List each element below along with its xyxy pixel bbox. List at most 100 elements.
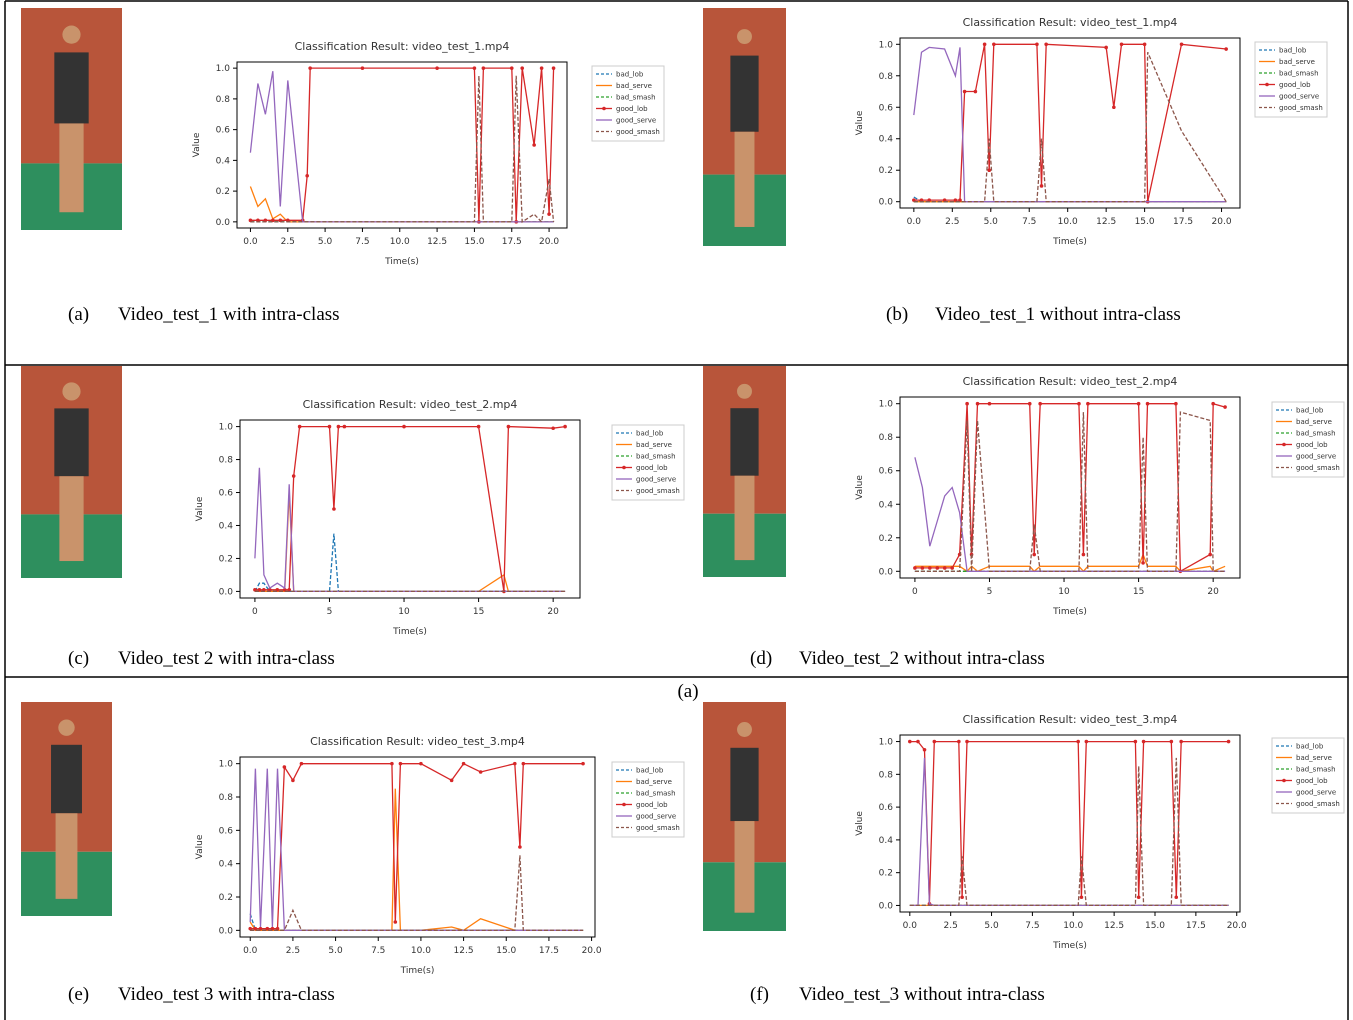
y-axis-label: Value <box>855 475 865 500</box>
series-line <box>250 855 584 931</box>
series-marker <box>476 424 481 429</box>
photo-head <box>58 719 75 736</box>
series-marker <box>435 66 439 70</box>
x-tick-label: 17.5 <box>539 946 559 956</box>
caption-label: (e) <box>68 984 89 1005</box>
x-tick-label: 5.0 <box>984 921 999 931</box>
x-tick-label: 15.0 <box>464 237 484 247</box>
series-marker <box>942 198 947 202</box>
x-tick-label: 2.5 <box>286 946 300 956</box>
legend-label: bad_lob <box>1279 47 1307 55</box>
photos <box>21 8 786 931</box>
x-tick-label: 10 <box>1058 587 1070 597</box>
legend-label: bad_smash <box>1279 70 1319 78</box>
x-axis-label: Time(s) <box>1052 941 1087 951</box>
series-marker <box>928 566 932 570</box>
y-tick-label: 0.0 <box>219 926 234 936</box>
series-marker <box>402 424 406 429</box>
series-marker <box>332 507 336 511</box>
chart: Classification Result: video_test_1.mp4 T… <box>192 40 665 267</box>
series-marker <box>1039 184 1044 188</box>
series-marker <box>265 926 270 931</box>
photo-body <box>730 408 759 476</box>
y-tick-label: 0.6 <box>216 126 231 136</box>
series-marker <box>1179 42 1184 47</box>
series-marker <box>1141 739 1146 744</box>
x-tick-label: 5 <box>987 587 993 597</box>
series-marker <box>263 218 268 223</box>
legend-box <box>1254 41 1328 118</box>
photo-body <box>51 744 82 814</box>
legend-box <box>611 761 685 838</box>
series-marker <box>965 401 969 406</box>
legend-label: good_lob <box>636 464 668 472</box>
y-axis-label: Value <box>192 132 202 157</box>
legend-label: good_smash <box>616 128 660 136</box>
series-marker <box>1084 739 1089 744</box>
chart-title: Classification Result: video_test_3.mp4 <box>310 735 525 748</box>
x-tick-label: 5.0 <box>318 237 333 247</box>
caption-text: Video_test_2 without intra-class <box>799 648 1045 669</box>
series-marker <box>1133 739 1138 744</box>
plot-area <box>239 419 581 599</box>
series-marker <box>916 739 920 744</box>
y-tick-label: 0.6 <box>879 103 894 113</box>
series-marker <box>935 566 940 570</box>
series-marker <box>1141 561 1145 565</box>
legend-marker <box>622 465 626 470</box>
legend-label: good_lob <box>1279 81 1311 89</box>
legend-label: good_smash <box>1279 104 1323 112</box>
series-marker <box>1174 895 1179 900</box>
series-marker <box>965 739 969 744</box>
y-tick-label: 0.0 <box>879 198 894 208</box>
y-tick-label: 0.2 <box>216 187 230 197</box>
x-tick-label: 20 <box>547 607 559 617</box>
chart-title: Classification Result: video_test_2.mp4 <box>303 398 518 411</box>
legend-label: bad_serve <box>636 778 672 786</box>
series-marker <box>987 168 992 173</box>
series-marker <box>282 587 287 592</box>
series-marker <box>253 587 257 592</box>
caption-label: (d) <box>750 648 772 669</box>
series-marker <box>1077 401 1081 406</box>
series-marker <box>305 173 309 178</box>
series-marker <box>1112 105 1116 110</box>
series-marker <box>521 761 526 766</box>
photo-body <box>54 52 89 124</box>
series-marker <box>1035 42 1039 47</box>
series-marker <box>275 926 280 931</box>
y-tick-label: 0.0 <box>219 587 234 597</box>
series-marker <box>1104 45 1108 50</box>
photo-legs <box>734 821 755 913</box>
series-marker <box>1142 42 1147 47</box>
photo <box>21 366 122 578</box>
legend-label: bad_lob <box>1296 407 1324 415</box>
photo <box>21 702 112 916</box>
x-tick-label: 12.5 <box>427 237 447 247</box>
y-tick-label: 0.0 <box>879 901 894 911</box>
legend-label: bad_serve <box>616 82 652 90</box>
series-marker <box>908 739 912 744</box>
series-marker <box>1032 552 1037 557</box>
legend-label: bad_smash <box>616 94 656 102</box>
legend-marker <box>622 802 626 807</box>
x-tick-label: 0.0 <box>243 946 258 956</box>
legend-label: good_smash <box>1296 464 1340 472</box>
y-tick-label: 0.8 <box>216 95 231 105</box>
x-tick-label: 15 <box>1133 587 1144 597</box>
series-marker <box>285 218 290 223</box>
x-tick-label: 17.5 <box>502 237 522 247</box>
legend-label: bad_serve <box>636 441 672 449</box>
x-axis-label: Time(s) <box>1052 237 1087 247</box>
y-tick-label: 0.2 <box>879 534 893 544</box>
series-line <box>909 757 1229 907</box>
y-tick-label: 0.0 <box>879 567 894 577</box>
x-axis-label: Time(s) <box>1052 607 1087 617</box>
series-marker <box>975 401 980 406</box>
series-marker <box>268 587 272 592</box>
series-marker <box>248 218 253 223</box>
series-marker <box>1145 401 1150 406</box>
y-tick-label: 1.0 <box>219 423 234 433</box>
x-tick-label: 0.0 <box>243 237 258 247</box>
legend-label: good_smash <box>636 487 680 495</box>
